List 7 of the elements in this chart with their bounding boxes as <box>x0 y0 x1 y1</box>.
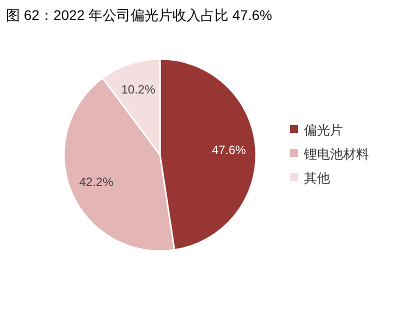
data-label: 10.2% <box>121 82 156 97</box>
legend-label: 锂电池材料 <box>303 146 369 162</box>
legend-label: 其他 <box>304 170 330 186</box>
chart-title: 图 62：2022 年公司偏光片收入占比 47.6% <box>6 7 272 23</box>
data-label: 42.2% <box>79 174 114 189</box>
data-label: 47.6% <box>212 142 246 157</box>
legend-label: 偏光片 <box>304 122 343 138</box>
